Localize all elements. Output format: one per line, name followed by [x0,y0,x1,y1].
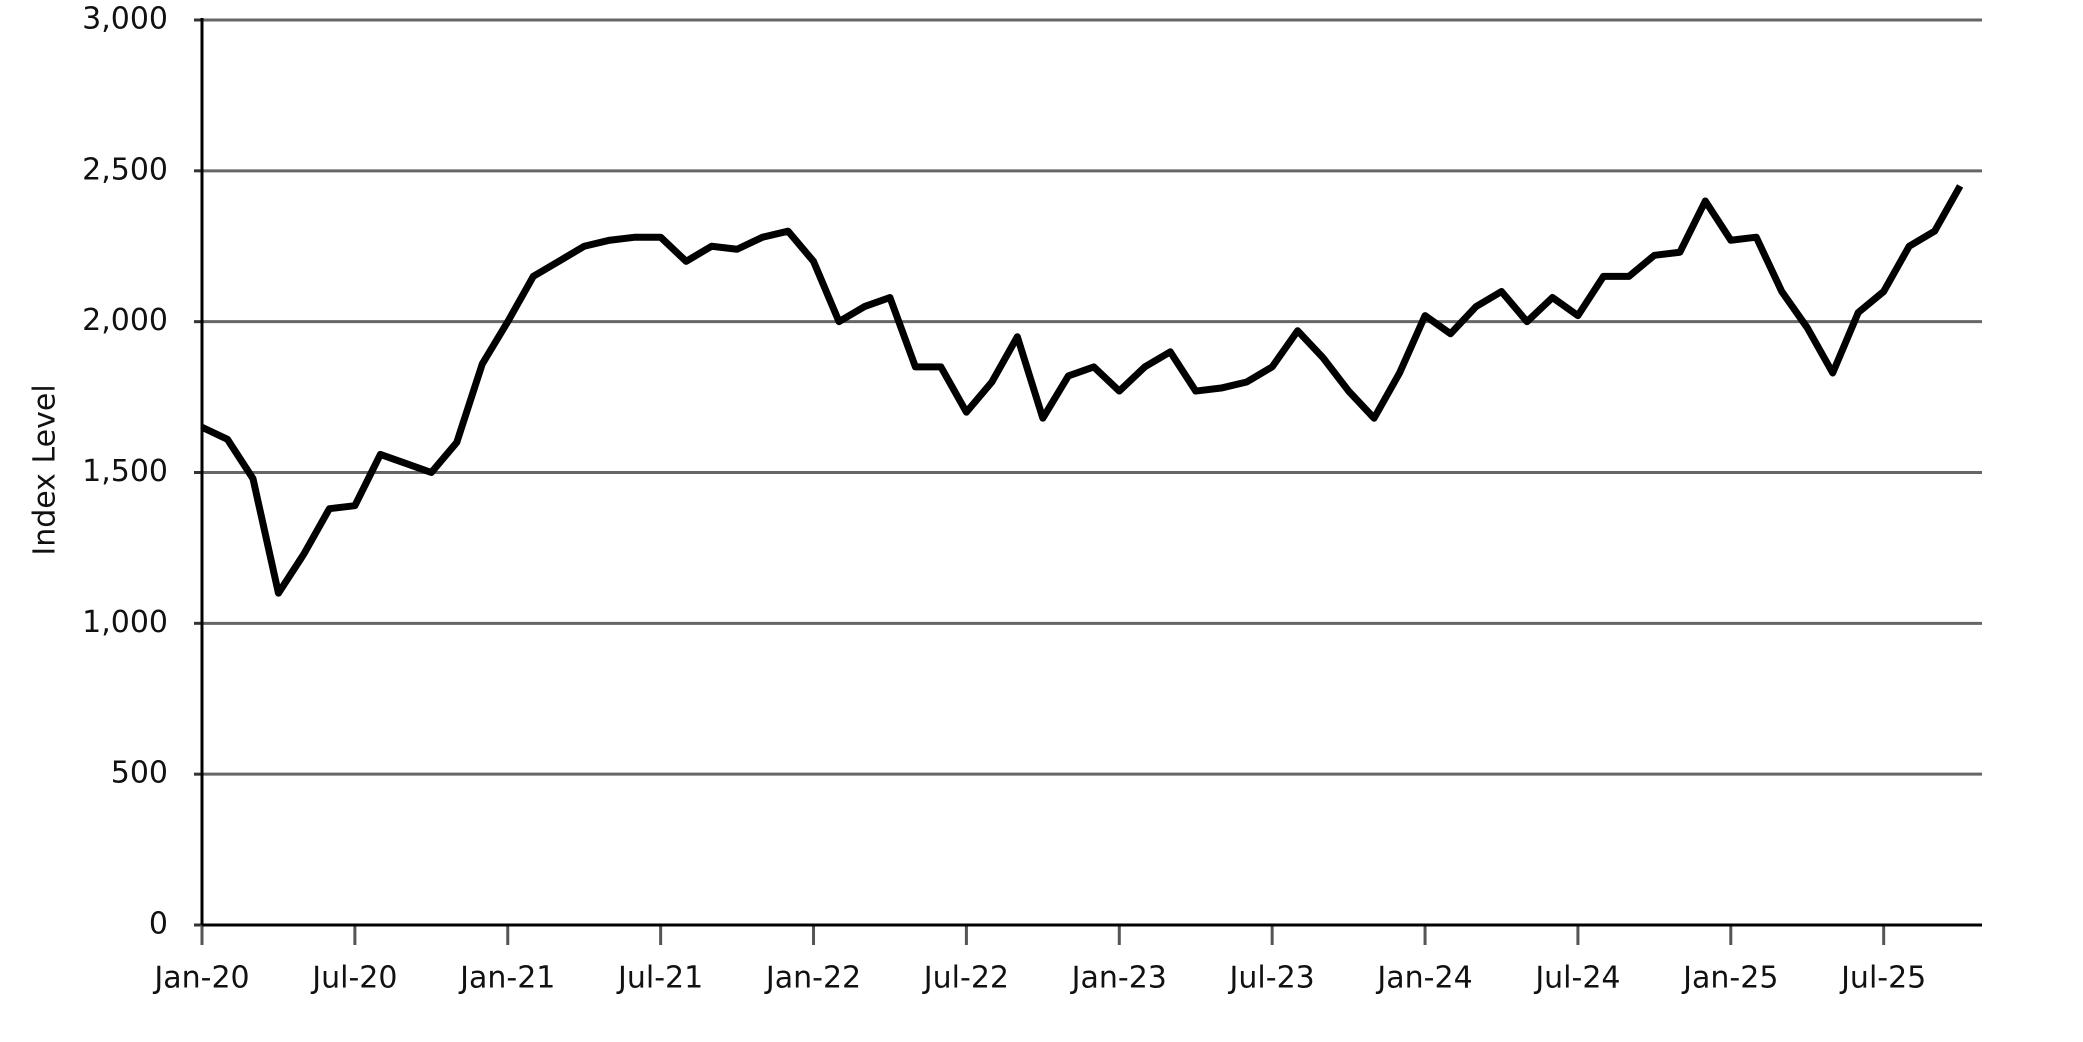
x-tick-label: Jan-21 [458,961,555,996]
y-tick-label: 1,000 [82,605,168,640]
y-tick-label: 2,000 [82,303,168,338]
x-tick-label: Jan-25 [1681,961,1778,996]
x-tick-label: Jul-22 [922,961,1009,996]
x-tick-label: Jan-24 [1375,961,1472,996]
y-tick-label: 2,500 [82,152,168,187]
x-tick-label: Jul-20 [310,961,397,996]
y-tick-label: 3,000 [82,2,168,37]
data-line [200,184,1964,597]
x-tick-label: Jan-23 [1070,961,1167,996]
x-tick-label: Jul-25 [1839,961,1926,996]
y-axis-label: Index Level [28,384,63,555]
x-tick-label: Jan-22 [764,961,861,996]
x-tick-label: Jan-20 [152,961,249,996]
y-tick-label: 500 [111,756,168,791]
x-tick-label: Jul-23 [1228,961,1315,996]
x-tick-label: Jul-24 [1533,961,1620,996]
x-tick-label: Jul-21 [616,961,703,996]
y-tick-label: 0 [149,907,168,942]
y-tick-label: 1,500 [82,454,168,489]
